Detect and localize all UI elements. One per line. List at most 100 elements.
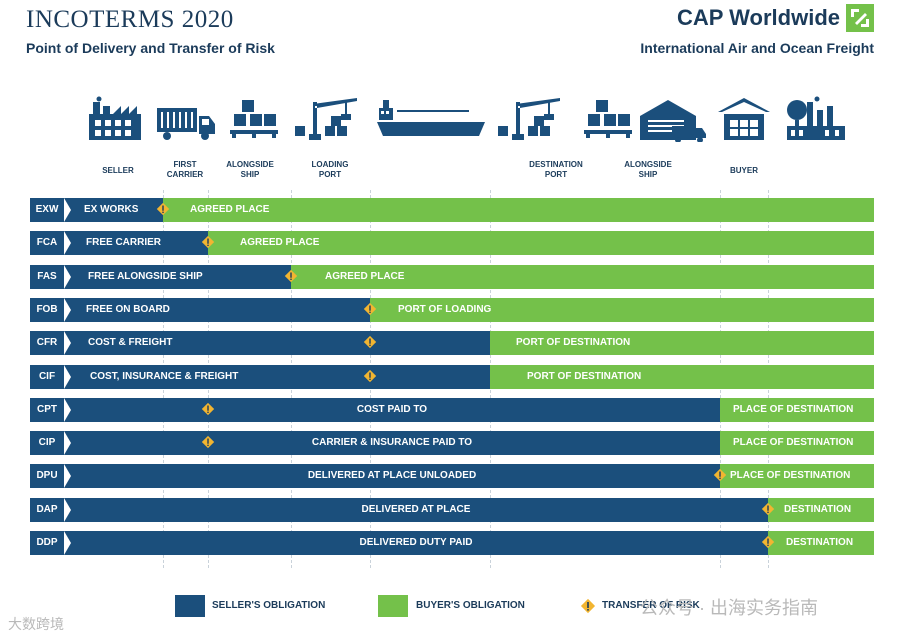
term-name: COST, INSURANCE & FREIGHT [90, 370, 239, 382]
transfer-of-risk-icon [156, 202, 170, 216]
term-code: DPU [30, 464, 64, 489]
buyer-place-label: AGREED PLACE [325, 270, 405, 282]
incoterm-row-dpu: DPU DELIVERED AT PLACE UNLOADED PLACE OF D… [30, 464, 874, 489]
term-name: DELIVERED AT PLACE [361, 503, 471, 515]
legend: SELLER'S OBLIGATION BUYER'S OBLIGATION T… [0, 595, 900, 619]
incoterm-row-cpt: CPT COST PAID TO PLACE OF DESTINATION [30, 397, 874, 422]
incoterm-row-exw: EXW EX WORKS AGREED PLACE [30, 198, 874, 222]
term-name: FREE ALONGSIDE SHIP [88, 270, 203, 282]
stage-label: DESTINATION PORT [529, 160, 583, 179]
page-title: INCOTERMS 2020 [26, 6, 234, 33]
seller-obligation-bar [64, 464, 720, 489]
transfer-of-risk-icon [363, 302, 377, 316]
term-code: DDP [30, 531, 64, 555]
incoterm-row-ddp: DDP DELIVERED DUTY PAID DESTINATION [30, 531, 874, 555]
transfer-of-risk-icon [761, 535, 775, 549]
transfer-of-risk-icon [284, 269, 298, 283]
incoterm-row-fca: FCA FREE CARRIER AGREED PLACE [30, 231, 874, 256]
legend-risk-label: TRANSFER OF RISK [602, 600, 700, 611]
term-code-arrow [64, 264, 71, 289]
buyer-obligation-bar [768, 531, 874, 555]
legend-buyer-swatch [378, 595, 408, 617]
buyer-obligation-bar [490, 364, 874, 389]
incoterm-row-cfr: CFR COST & FREIGHT PORT OF DESTINATION [30, 331, 874, 356]
seller-obligation-bar [64, 397, 720, 422]
incoterm-row-fob: FOB FREE ON BOARD PORT OF LOADING [30, 297, 874, 322]
term-code-arrow [64, 397, 71, 422]
seller-obligation-bar [64, 264, 291, 289]
stage-label: FIRST CARRIER [166, 160, 204, 179]
term-code: CIP [30, 431, 64, 456]
truck-icon [157, 108, 215, 140]
transfer-of-risk-icon [363, 335, 377, 349]
legend-buyer-label: BUYER'S OBLIGATION [416, 600, 525, 611]
seller-obligation-bar [64, 231, 208, 256]
watermark-right: 公众号 · 出海实务指南 [640, 598, 818, 618]
stage-label: ALONGSIDE SHIP [226, 160, 274, 179]
buyer-place-label: AGREED PLACE [240, 237, 320, 249]
term-name: EX WORKS [84, 204, 139, 215]
buyer-obligation-bar [720, 397, 874, 422]
buyer-obligation-bar [370, 297, 874, 322]
crane-icon [295, 98, 357, 140]
page-subtitle: Point of Delivery and Transfer of Risk [26, 40, 275, 56]
transfer-of-risk-icon [201, 402, 215, 416]
term-code-arrow [64, 231, 71, 256]
transfer-of-risk-icon [201, 235, 215, 249]
header-left: INCOTERMS 2020 Point of Delivery and Tra… [26, 4, 275, 56]
stage-label: LOADING PORT [311, 160, 349, 179]
seller-obligation-bar [64, 297, 370, 322]
refinery-icon [787, 96, 845, 140]
buyer-place-label: PLACE OF DESTINATION [730, 470, 851, 482]
buyer-place-label: PORT OF DESTINATION [516, 337, 631, 349]
seller-obligation-bar [64, 198, 163, 222]
pallets-icon [584, 100, 632, 138]
stage-label: BUYER [729, 166, 758, 175]
brand-logo-icon [846, 4, 874, 32]
term-name: DELIVERED AT PLACE UNLOADED [307, 470, 477, 482]
term-code-arrow [64, 364, 71, 389]
incoterm-row-fas: FAS FREE ALONGSIDE SHIP AGREED PLACE [30, 264, 874, 289]
term-code: FOB [30, 297, 64, 322]
term-code-arrow [64, 531, 71, 555]
seller-obligation-bar [64, 497, 768, 522]
term-code-arrow [64, 431, 71, 456]
term-code-arrow [64, 331, 71, 356]
term-name: COST & FREIGHT [88, 337, 173, 349]
term-code-arrow [64, 497, 71, 522]
buyer-place-label: DESTINATION [784, 503, 852, 515]
buyer-place-label: PORT OF DESTINATION [527, 370, 642, 382]
buyer-obligation-bar [720, 464, 874, 489]
incoterm-row-dap: DAP DELIVERED AT PLACE DESTINATION [30, 497, 874, 522]
buyer-obligation-bar [208, 231, 874, 256]
term-code: EXW [30, 198, 64, 222]
pallets-icon [230, 100, 278, 138]
legend-seller-label: SELLER'S OBLIGATION [212, 600, 326, 611]
term-code: DAP [30, 497, 64, 522]
term-code: FAS [30, 264, 64, 289]
incoterm-row-cip: CIP CARRIER & INSURANCE PAID TO PLACE OF D… [30, 431, 874, 456]
stage-label: SELLER [102, 166, 134, 175]
term-code-arrow [64, 297, 71, 322]
buyer-place-label: DESTINATION [786, 537, 854, 548]
term-name: CARRIER & INSURANCE PAID TO [311, 437, 473, 449]
buyer-obligation-bar [720, 431, 874, 456]
term-code: CFR [30, 331, 64, 356]
brand-tagline: International Air and Ocean Freight [640, 40, 874, 56]
warehouse-icon [718, 98, 770, 140]
buyer-place-label: PORT OF LOADING [398, 303, 492, 315]
stage-label: ALONGSIDE SHIP [624, 160, 672, 179]
transfer-of-risk-icon [201, 435, 215, 449]
ship-icon [377, 100, 485, 136]
legend-seller-swatch [175, 595, 205, 617]
buyer-place-label: PLACE OF DESTINATION [733, 403, 854, 415]
buyer-obligation-bar [291, 264, 874, 289]
seller-obligation-bar [64, 531, 768, 555]
factory-icon [89, 96, 141, 140]
term-code: CPT [30, 397, 64, 422]
term-name: DELIVERED DUTY PAID [359, 537, 473, 548]
term-name: FREE CARRIER [86, 237, 162, 249]
warehouse-truck-icon [640, 100, 706, 142]
transfer-of-risk-icon [761, 502, 775, 516]
buyer-place-label: AGREED PLACE [190, 204, 270, 215]
